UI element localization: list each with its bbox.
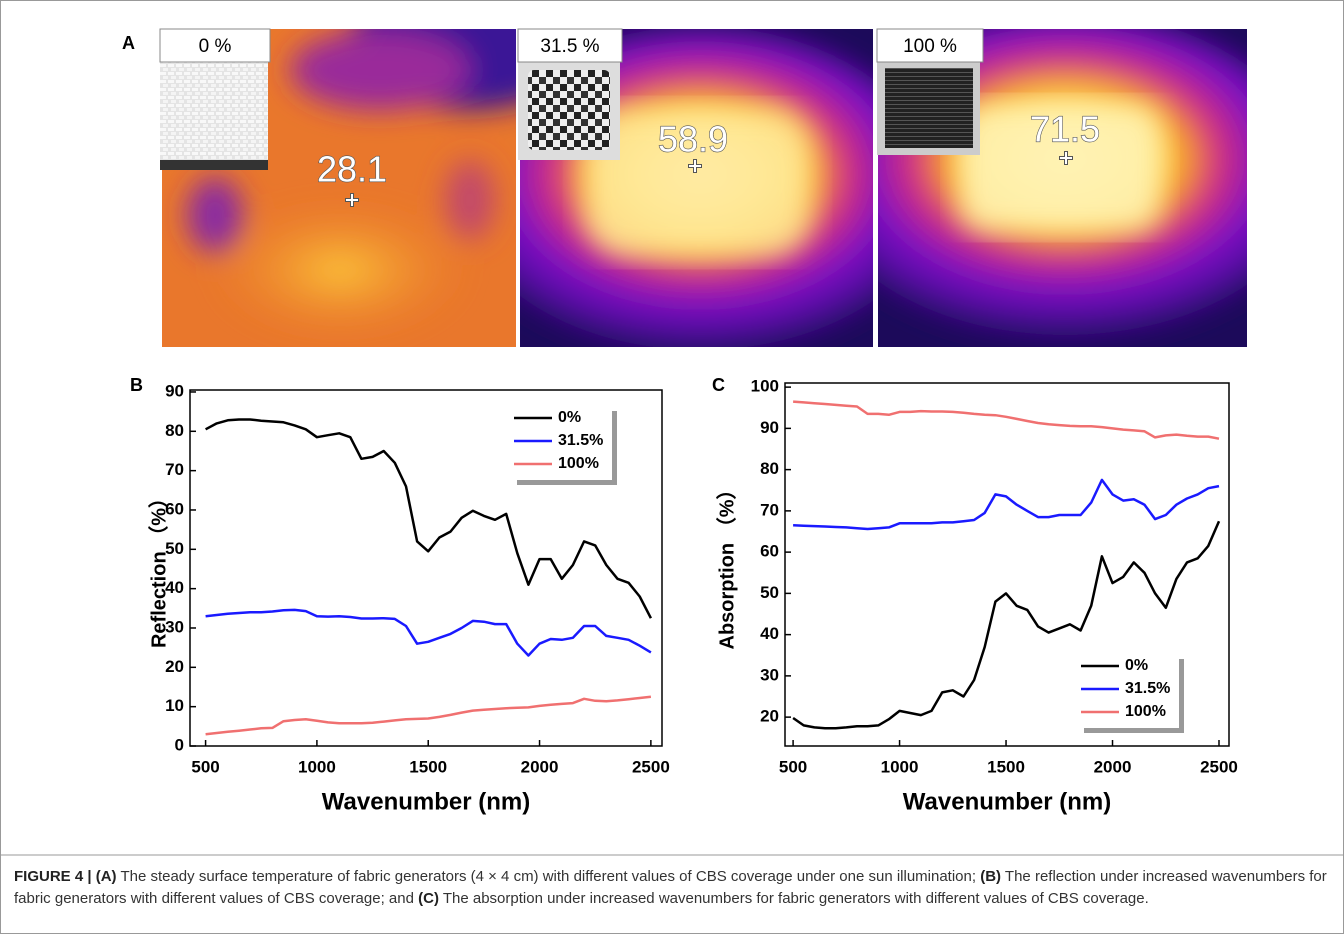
y-tick-label: 10	[165, 696, 184, 715]
fabric-photo	[160, 62, 268, 170]
x-axis-title: Wavenumber (nm)	[903, 788, 1111, 815]
y-tick-label: 20	[760, 707, 779, 726]
data-line	[792, 520, 1221, 730]
temperature-label: 71.5	[1030, 109, 1100, 150]
data-line	[793, 400, 1220, 440]
y-tick-label: 20	[165, 657, 184, 676]
fabric-photo	[885, 68, 973, 148]
x-tick-label: 1500	[409, 757, 447, 776]
data-line	[205, 608, 652, 657]
y-tick-label: 90	[165, 381, 184, 400]
fabric-ruler	[160, 160, 268, 170]
y-tick-label: 60	[760, 542, 779, 561]
y-tick-label: 0	[175, 735, 184, 754]
y-tick-label: 60	[165, 499, 184, 518]
x-tick-label: 2000	[1094, 757, 1132, 776]
y-axis-title: Reflection （%）	[147, 488, 170, 648]
label-box	[159, 28, 271, 63]
y-tick-label: 40	[165, 578, 184, 597]
panel-label: A	[122, 33, 135, 53]
coverage-label: 100 %	[903, 36, 957, 57]
coverage-label: 0 %	[199, 36, 232, 57]
legend-label: 100%	[1125, 703, 1166, 720]
y-tick-label: 90	[760, 418, 779, 437]
legend-label: 100%	[558, 455, 599, 472]
label-box	[517, 28, 623, 63]
x-tick-label: 1000	[298, 757, 336, 776]
panel-label: B	[130, 375, 143, 395]
data-line	[205, 695, 652, 736]
charts: 0 10 20 30 40 50 60 70 80 90 500 1000 1500 2000 2500 B W…	[130, 375, 1238, 816]
x-tick-label: 500	[191, 757, 219, 776]
temperature-label: 28.1	[317, 149, 387, 190]
plot-frame	[784, 382, 1230, 747]
label-box	[876, 28, 984, 63]
legend-label: 0%	[558, 409, 581, 426]
y-tick-label: 80	[165, 421, 184, 440]
crosshair	[1060, 152, 1072, 164]
legend-label: 0%	[1125, 657, 1148, 674]
caption-text: (C)	[418, 890, 439, 907]
x-tick-label: 2500	[632, 757, 670, 776]
y-tick-label: 50	[165, 539, 184, 558]
y-tick-label: 30	[165, 617, 184, 636]
caption: FIGURE 4 | (A) The steady surface temper…	[14, 866, 1330, 910]
x-axis-title: Wavenumber (nm)	[322, 788, 530, 815]
y-tick-label: 80	[760, 459, 779, 478]
x-tick-label: 500	[779, 757, 807, 776]
data-line	[205, 418, 653, 619]
caption-text: The steady surface temperature of fabric…	[116, 868, 981, 885]
fabric-photo	[528, 70, 610, 150]
y-tick-label: 100	[751, 377, 779, 396]
y-tick-label: 70	[165, 460, 184, 479]
y-tick-label: 50	[760, 583, 779, 602]
panel-label: C	[712, 375, 725, 395]
x-tick-label: 2500	[1200, 757, 1238, 776]
coverage-label: 31.5 %	[540, 36, 599, 57]
data-line	[793, 478, 1220, 531]
crosshair	[346, 194, 358, 206]
y-tick-label: 40	[760, 624, 779, 643]
caption-text: (B)	[980, 868, 1002, 885]
crosshair	[689, 160, 701, 172]
x-tick-label: 2000	[521, 757, 559, 776]
caption-text: The reflection under increased wavenumbe…	[14, 868, 1327, 907]
y-tick-label: 70	[760, 500, 779, 519]
plot-frame	[189, 389, 663, 747]
temperature-label: 58.9	[658, 119, 728, 160]
y-axis-title: Absorption （%）	[715, 480, 738, 650]
x-tick-label: 1500	[987, 757, 1025, 776]
caption-text: FIGURE 4 |	[14, 868, 96, 885]
legend-label: 31.5%	[558, 432, 603, 449]
panel-a: 0 % 28.1 31.5 % 58.9 100 % 71.5	[159, 28, 1101, 207]
caption-text: The absorption under increased wavenumbe…	[438, 890, 1149, 907]
caption-text: (A)	[95, 868, 117, 885]
x-tick-label: 1000	[881, 757, 919, 776]
legend-label: 31.5%	[1125, 680, 1170, 697]
y-tick-label: 30	[760, 665, 779, 684]
